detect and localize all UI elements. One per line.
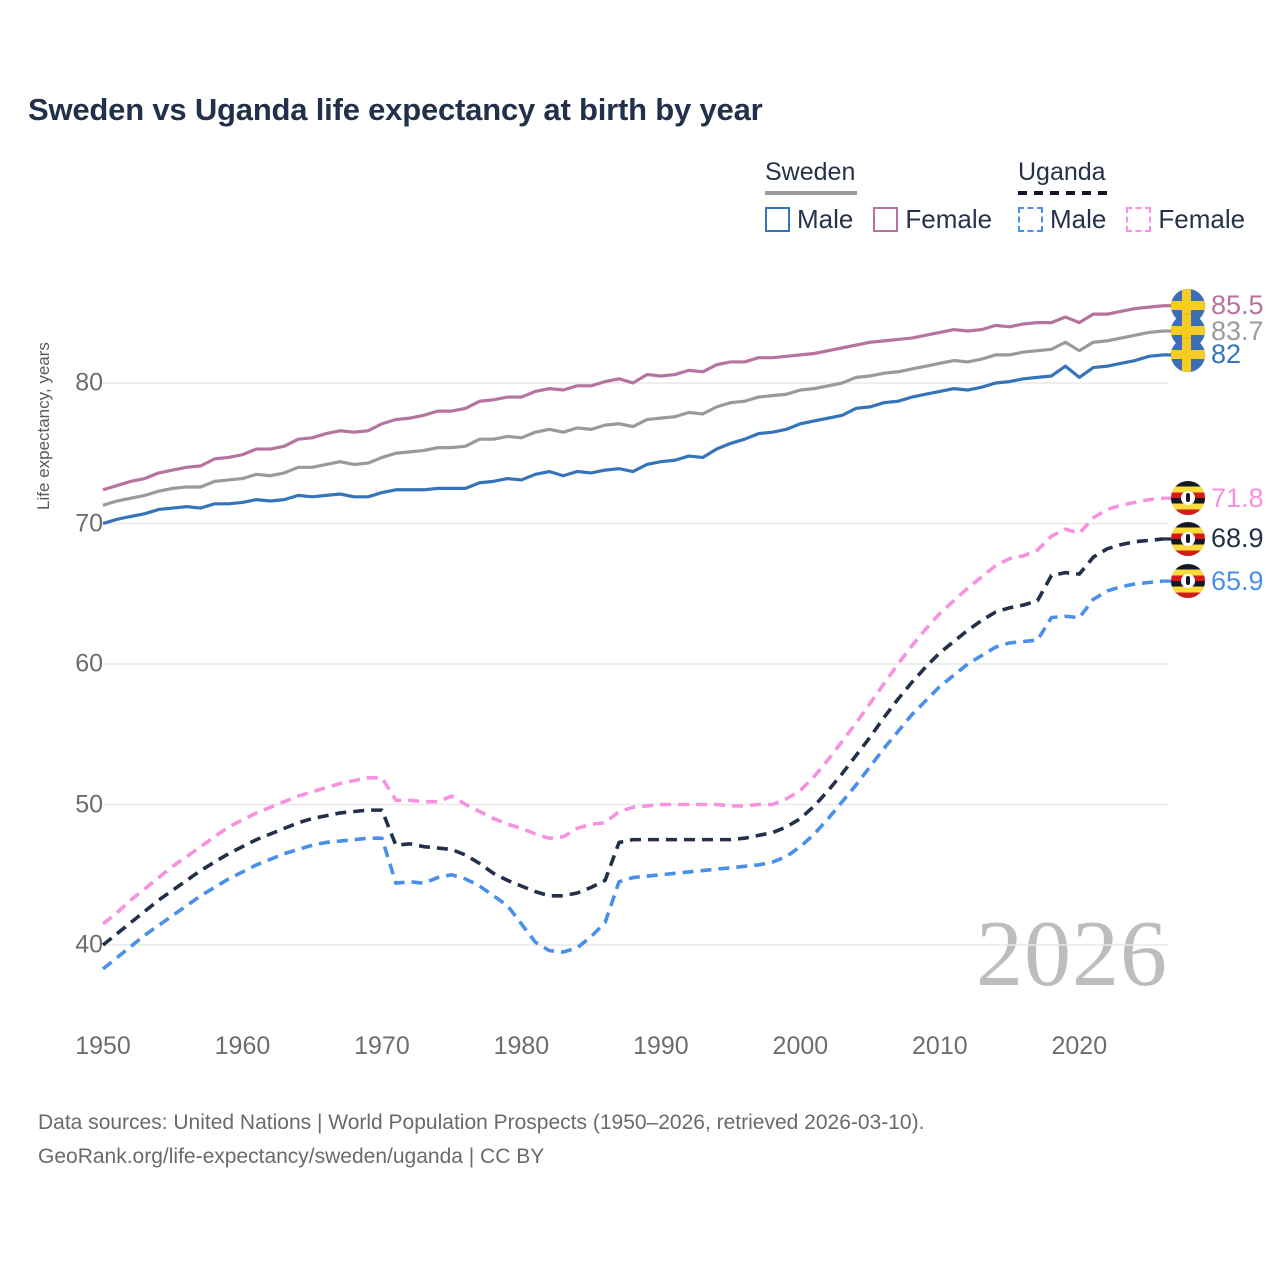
series-line-sweden-female [102, 304, 1164, 492]
y-axis-tick-70: 70 [75, 509, 103, 537]
y-axis-ticks: 40 50 60 70 80 [0, 0, 103, 1280]
endpoint-uganda-male: 65.9 [1171, 564, 1264, 599]
x-axis-tick-1990: 1990 [633, 1032, 689, 1060]
endpoint-value: 71.8 [1211, 482, 1264, 513]
footer-attribution-line: GeoRank.org/life-expectancy/sweden/ugand… [38, 1145, 545, 1169]
legend-group-title-sweden: Sweden [765, 158, 856, 186]
legend-label-sweden-female: Female [905, 204, 993, 234]
legend-item-sweden-male[interactable]: Male [765, 204, 853, 235]
x-axis-tick-1950: 1950 [75, 1032, 131, 1060]
legend-rule-uganda [1018, 191, 1110, 195]
y-axis-tick-50: 50 [75, 790, 103, 818]
endpoint-uganda-total: 68.9 [1171, 521, 1264, 556]
legend-swatch-sweden-male [765, 207, 790, 232]
footer-sources-line: Data sources: United Nations | World Pop… [38, 1111, 925, 1134]
endpoint-value: 82 [1211, 339, 1242, 370]
y-axis-tick-60: 60 [75, 649, 103, 678]
page-title: Sweden vs Uganda life expectancy at birt… [28, 92, 763, 127]
crane-emblem-icon [1181, 491, 1195, 506]
endpoint-value: 85.5 [1211, 290, 1264, 321]
x-axis-tick-2010: 2010 [912, 1032, 968, 1060]
legend-label-uganda-male: Male [1050, 204, 1107, 234]
year-watermark: 2026 [976, 902, 1168, 1006]
legend-label-uganda-female: Female [1158, 204, 1246, 234]
endpoint-uganda-female: 71.8 [1171, 481, 1264, 516]
legend-item-uganda-female[interactable]: Female [1126, 204, 1245, 235]
series-line-uganda-female [101, 496, 1164, 926]
x-axis-tick-1960: 1960 [214, 1032, 271, 1060]
y-axis-tick-40: 40 [75, 930, 103, 959]
endpoint-sweden-male: 82 [1171, 337, 1242, 372]
endpoint-value: 65.9 [1211, 565, 1264, 596]
y-axis-tick-80: 80 [75, 368, 103, 397]
endpoint-value: 83.7 [1211, 315, 1264, 346]
uganda-flag-icon [1171, 564, 1205, 599]
legend-item-sweden-female[interactable]: Female [873, 204, 992, 235]
series-line-sweden-total [102, 329, 1164, 507]
legend-swatch-sweden-female [873, 207, 899, 232]
uganda-flag-icon [1171, 521, 1205, 556]
x-axis-tick-2000: 2000 [772, 1032, 829, 1060]
uganda-flag-icon [1171, 481, 1205, 516]
crane-emblem-icon [1181, 574, 1195, 589]
legend-group-sweden: Sweden Male Female [765, 158, 992, 235]
x-axis-tick-1980: 1980 [493, 1032, 550, 1060]
legend-swatch-uganda-male [1018, 207, 1043, 232]
legend-rule-sweden [765, 191, 857, 195]
series-line-uganda-total [101, 537, 1164, 947]
legend-group-uganda: Uganda Male Female [1018, 158, 1245, 235]
sweden-flag-icon [1171, 337, 1205, 372]
series-line-sweden-male [102, 353, 1164, 526]
legend-group-title-uganda: Uganda [1018, 158, 1106, 186]
legend-swatch-uganda-female [1126, 207, 1152, 232]
x-axis-tick-2020: 2020 [1051, 1032, 1108, 1060]
legend-label-sweden-male: Male [797, 204, 854, 234]
legend-item-uganda-male[interactable]: Male [1018, 204, 1106, 235]
chart-legend: Sweden Male Female Uganda Male [760, 158, 1260, 240]
crane-emblem-icon [1181, 531, 1195, 546]
x-axis-tick-1970: 1970 [354, 1032, 410, 1060]
endpoint-value: 68.9 [1211, 523, 1264, 554]
footer: Data sources: United Nations | World Pop… [38, 1106, 924, 1174]
